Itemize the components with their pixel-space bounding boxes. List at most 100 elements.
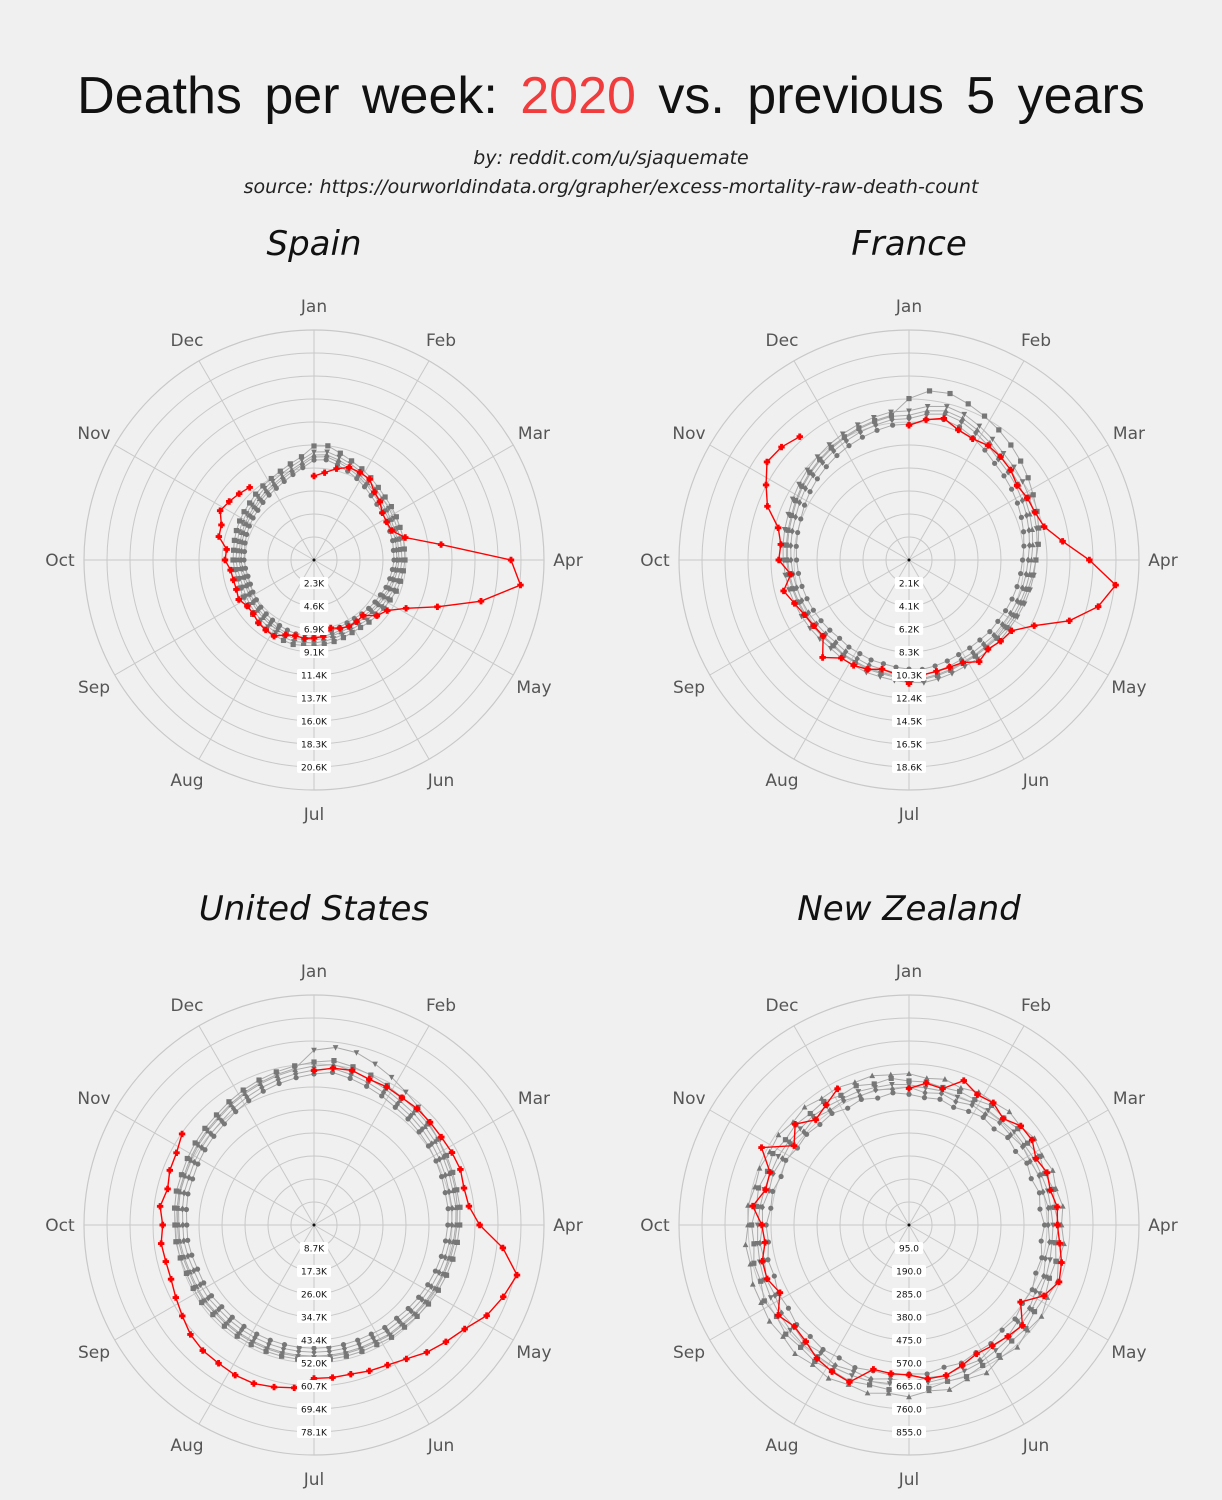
previous-year-point — [1041, 1222, 1048, 1228]
previous-year-point — [236, 556, 242, 563]
previous-year-point — [827, 627, 833, 633]
previous-year-point — [311, 640, 317, 647]
previous-year-point — [807, 489, 813, 495]
previous-year-point — [1053, 1258, 1059, 1264]
previous-year-point — [759, 1203, 765, 1211]
previous-year-point — [311, 1047, 317, 1054]
previous-year-point — [288, 466, 295, 473]
previous-year-point — [292, 1063, 298, 1069]
previous-year-point — [256, 1077, 262, 1083]
month-label: Sep — [673, 1343, 705, 1363]
previous-year-point — [382, 494, 388, 500]
previous-year-point — [268, 475, 274, 482]
month-label: Jun — [1022, 1436, 1050, 1456]
previous-year-point — [436, 1155, 443, 1163]
month-label: Nov — [672, 424, 705, 444]
previous-year-point — [869, 1072, 876, 1079]
previous-year-point — [239, 1326, 245, 1334]
current-year-point — [955, 426, 962, 434]
previous-year-point — [414, 1313, 420, 1319]
previous-year-point — [176, 1189, 182, 1195]
current-year-point — [327, 624, 334, 632]
current-year-point — [828, 1368, 836, 1375]
tick-label-box — [299, 600, 329, 612]
previous-year-point — [795, 570, 802, 577]
current-year-point — [1030, 622, 1038, 629]
previous-year-point — [855, 1089, 862, 1095]
previous-year-point — [201, 1298, 207, 1305]
previous-year-point — [454, 1205, 461, 1211]
grid-spoke — [793, 360, 910, 561]
previous-year-point — [805, 609, 812, 617]
previous-year-point — [988, 1102, 995, 1109]
previous-year-point — [263, 487, 270, 494]
month-label: Jan — [300, 297, 327, 317]
previous-year-point — [1019, 479, 1026, 485]
grid-spoke — [313, 1109, 514, 1226]
radial-tick-label: 17.3K — [301, 1267, 328, 1277]
previous-year-point — [796, 499, 803, 506]
previous-year-point — [442, 1153, 449, 1160]
current-year-series — [749, 1077, 1065, 1386]
month-label: Jul — [303, 1470, 325, 1490]
polar-chart-france: France Jan Feb Mar Apr May Jun Jul Aug Sep Oct Nov D… — [640, 224, 1177, 825]
previous-year-point — [392, 536, 399, 544]
previous-year-point — [923, 1075, 930, 1081]
month-label: Jul — [898, 805, 920, 825]
previous-year-point — [442, 1253, 448, 1261]
previous-year-point — [1037, 1206, 1043, 1212]
previous-year-point — [184, 1222, 190, 1228]
current-year-point — [819, 632, 827, 640]
previous-year-point — [767, 1295, 774, 1301]
current-year-point — [333, 465, 340, 472]
radial-tick-label: 10.3K — [896, 671, 923, 681]
previous-year-point — [394, 567, 401, 573]
previous-year-point — [937, 1096, 943, 1102]
current-year-point — [763, 458, 771, 466]
previous-year-point — [1014, 1344, 1021, 1350]
radial-tick-label: 60.7K — [301, 1382, 328, 1392]
previous-year-point — [793, 557, 800, 563]
previous-year-point — [1033, 557, 1039, 563]
tick-label-box — [297, 761, 331, 773]
current-year-point — [1054, 1221, 1061, 1229]
current-year-point — [235, 596, 242, 603]
previous-year-point — [766, 1318, 773, 1324]
previous-year-point — [974, 426, 981, 433]
current-year-point — [173, 1149, 180, 1157]
current-year-point — [366, 1367, 373, 1375]
previous-year-point — [438, 1253, 444, 1259]
current-year-point — [780, 587, 787, 595]
previous-year-point — [871, 1081, 877, 1087]
previous-year-point — [237, 585, 243, 591]
month-label: Mar — [518, 424, 550, 444]
title-suffix: vs. previous 5 years — [635, 67, 1145, 125]
previous-year-point — [906, 1082, 912, 1088]
current-year-point — [262, 626, 269, 634]
previous-year-point — [880, 661, 887, 667]
current-year-point — [398, 1094, 406, 1101]
previous-year-point — [454, 1239, 460, 1246]
previous-year-point — [454, 1222, 460, 1229]
month-label: May — [1111, 678, 1146, 698]
previous-year-point — [782, 1137, 789, 1143]
grid-spoke — [313, 1025, 430, 1226]
current-year-point — [270, 1383, 278, 1391]
previous-year-point — [752, 1183, 758, 1190]
current-year-point — [235, 490, 243, 497]
previous-year-point — [173, 1188, 179, 1194]
radial-tick-label: 34.7K — [301, 1313, 328, 1323]
previous-year-point — [229, 1314, 235, 1320]
radial-tick-label: 4.6K — [304, 602, 325, 612]
current-year-point — [246, 484, 253, 491]
grid-spoke — [908, 1224, 1109, 1341]
previous-year-point — [271, 480, 277, 487]
current-year-point — [905, 680, 913, 687]
tick-label-box — [894, 623, 924, 635]
current-year-point — [167, 1276, 175, 1283]
current-year-point — [1024, 494, 1031, 502]
previous-year-point — [416, 1129, 422, 1135]
previous-year-point — [192, 1284, 199, 1291]
previous-year-point — [199, 1299, 205, 1306]
grid-spoke — [908, 1224, 1025, 1425]
